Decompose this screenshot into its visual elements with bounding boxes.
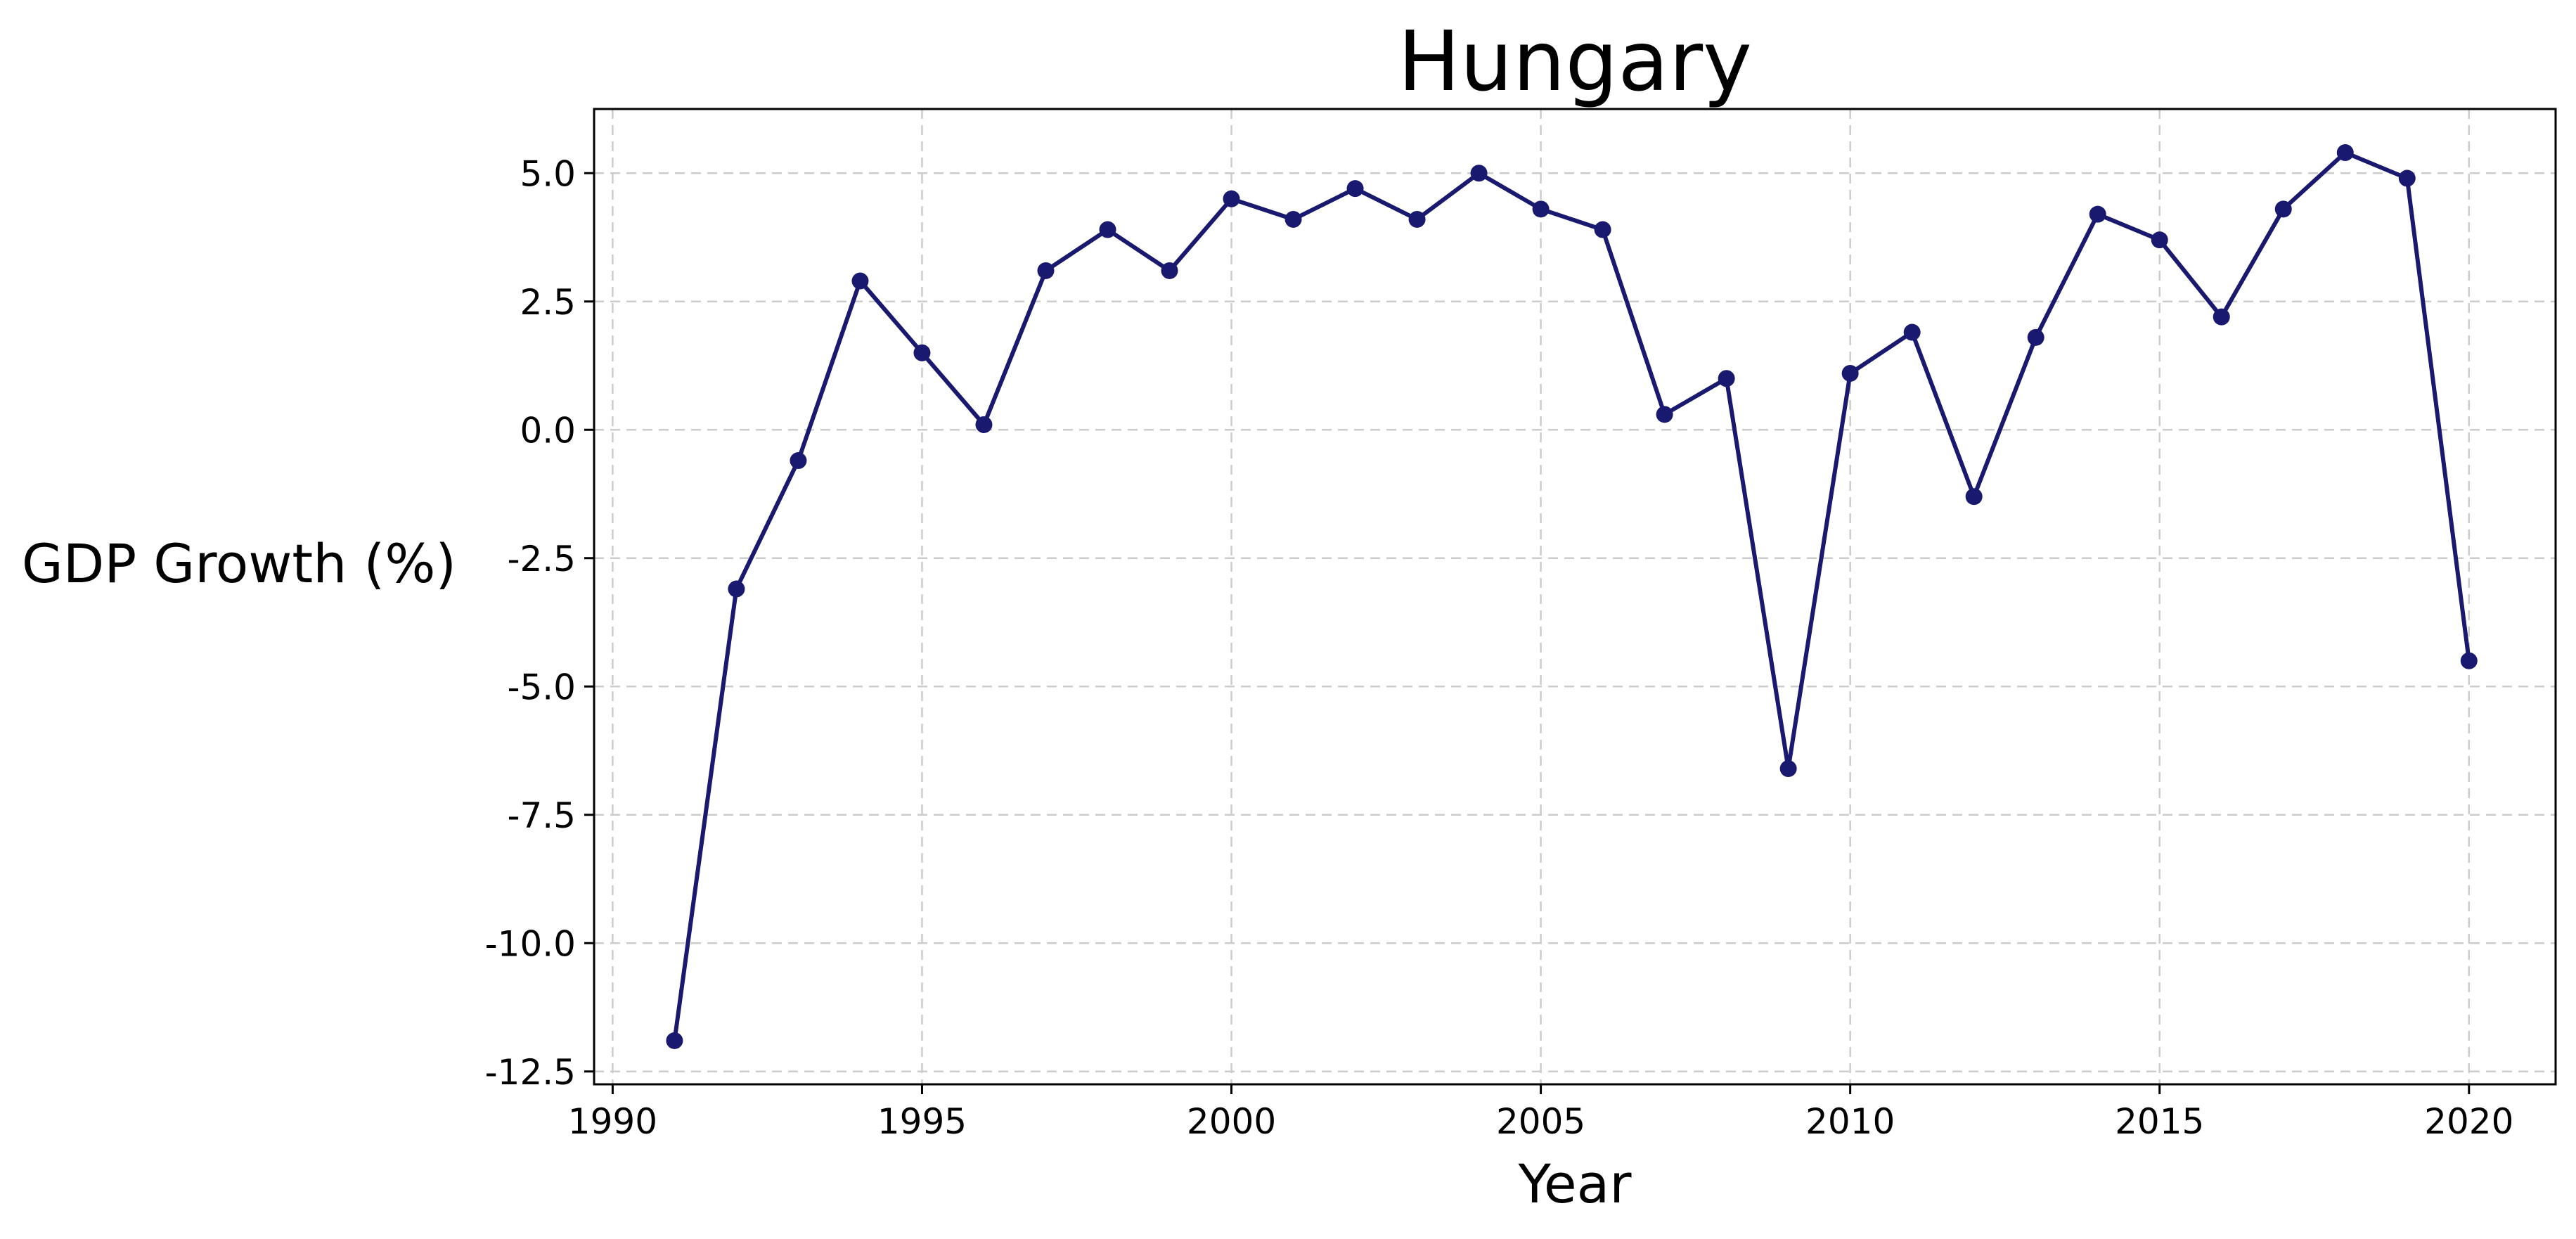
- plot-frame: [593, 108, 2557, 1086]
- data-point: [1284, 210, 1302, 228]
- y-tick-label: -7.5: [507, 795, 576, 836]
- data-point: [2336, 144, 2354, 162]
- x-tick-label: 2010: [1805, 1101, 1895, 1142]
- data-point: [1718, 370, 1735, 387]
- data-point: [1470, 165, 1488, 182]
- data-point: [2089, 205, 2106, 223]
- data-point: [1037, 262, 1055, 279]
- data-point: [975, 416, 993, 433]
- y-tick-label: -12.5: [485, 1052, 576, 1093]
- data-point: [2398, 169, 2416, 187]
- data-point: [1841, 364, 1859, 382]
- series-gdp-growth: [666, 144, 2478, 1049]
- data-point: [2274, 200, 2292, 218]
- data-point: [2151, 231, 2168, 249]
- data-point: [1099, 221, 1116, 238]
- data-point: [1223, 190, 1240, 207]
- x-axis-label: Year: [1518, 1153, 1632, 1215]
- data-point: [1903, 323, 1921, 341]
- y-tick-label: -2.5: [507, 539, 576, 579]
- data-point: [1532, 200, 1550, 218]
- data-point: [2460, 652, 2478, 669]
- x-tick-label: 2000: [1187, 1101, 1276, 1142]
- y-axis-label: GDP Growth (%): [22, 532, 456, 595]
- data-point: [728, 580, 745, 598]
- y-tick-label: 0.0: [520, 410, 576, 451]
- data-point: [1656, 406, 1673, 423]
- y-tick-label: 2.5: [520, 282, 576, 323]
- y-tick-label: 5.0: [520, 153, 576, 194]
- data-point: [790, 452, 807, 470]
- y-tick-label: -10.0: [485, 923, 576, 964]
- x-tick-label: 2020: [2424, 1101, 2513, 1142]
- chart-title: Hungary: [1398, 13, 1752, 110]
- data-point: [1965, 488, 1983, 506]
- x-tick-label: 2005: [1496, 1101, 1585, 1142]
- x-tick-label: 2015: [2115, 1101, 2204, 1142]
- grid-lines: [594, 109, 2556, 1084]
- data-point: [2213, 308, 2230, 326]
- x-tick-label: 1995: [877, 1101, 967, 1142]
- y-tick-label: -5.0: [507, 667, 576, 707]
- data-point: [2027, 328, 2044, 346]
- data-point: [666, 1032, 683, 1049]
- x-tick-label: 1990: [568, 1101, 657, 1142]
- data-point: [1161, 262, 1178, 279]
- data-point: [1346, 180, 1364, 198]
- data-point: [1779, 760, 1797, 778]
- data-point: [851, 272, 869, 290]
- series-line: [672, 150, 2471, 1041]
- data-point: [1408, 210, 1426, 228]
- data-point: [913, 344, 931, 361]
- axis-ticks: 1990 1995 2000 2005 2010 2015 2020 -12.5 -10.0 -7…: [485, 153, 2514, 1142]
- data-point: [1594, 221, 1611, 238]
